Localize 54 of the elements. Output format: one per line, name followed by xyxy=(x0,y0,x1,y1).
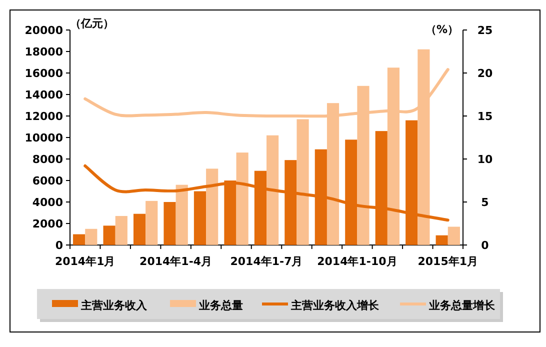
legend-label: 主营业务收入 xyxy=(80,299,148,312)
bar xyxy=(206,168,218,245)
bar xyxy=(164,202,176,245)
bar xyxy=(266,135,279,245)
y-tick-label: 6000 xyxy=(32,174,64,188)
bar xyxy=(326,103,340,245)
x-tick-label: 2014年1-10月 xyxy=(317,255,398,268)
y-tick-label: 16000 xyxy=(24,67,64,80)
bar xyxy=(194,191,206,245)
y2-tick-label: 5 xyxy=(481,196,489,209)
bar xyxy=(345,140,358,245)
y2-tick-label: 15 xyxy=(477,110,493,123)
y-tick-label: 14000 xyxy=(24,88,64,102)
y-tick-label: 10000 xyxy=(24,132,64,144)
bar xyxy=(284,160,297,245)
x-tick-label: 2014年1-7月 xyxy=(230,255,303,268)
bar xyxy=(406,120,418,245)
y2-tick-label: 25 xyxy=(477,24,493,37)
y2-tick-label: 10 xyxy=(477,153,493,166)
y-tick-label: 4000 xyxy=(32,196,64,209)
bar xyxy=(224,180,236,245)
y2-axis-title: （%） xyxy=(425,23,459,36)
bar xyxy=(436,235,448,245)
bar xyxy=(254,170,266,245)
y-tick-label: 0 xyxy=(55,239,64,252)
y-tick-label: 2000 xyxy=(32,218,64,230)
bar xyxy=(146,200,158,245)
bar xyxy=(296,119,309,245)
bar xyxy=(103,226,116,245)
y2-tick-label: 0 xyxy=(481,239,490,252)
bar xyxy=(357,86,370,245)
legend-label: 主营业务收入增长 xyxy=(290,299,380,312)
y-axis-title: （亿元） xyxy=(70,17,114,30)
bar xyxy=(85,228,98,245)
x-tick-label: 2014年1月 xyxy=(54,255,116,268)
bar xyxy=(73,234,86,245)
y2-tick-label: 20 xyxy=(477,67,493,80)
bar xyxy=(115,216,128,245)
bar xyxy=(314,149,327,245)
x-tick-label: 2014年1-4月 xyxy=(140,255,212,268)
bar xyxy=(133,214,146,245)
bar xyxy=(448,226,460,245)
bar xyxy=(418,49,430,245)
legend-label: 业务总量 xyxy=(198,299,243,312)
y-tick-label: 18000 xyxy=(24,46,64,58)
bar xyxy=(375,131,388,245)
legend-label: 业务总量增长 xyxy=(428,299,496,312)
bar xyxy=(387,68,400,245)
bar xyxy=(236,152,248,245)
y-tick-label: 8000 xyxy=(32,153,64,166)
bar xyxy=(176,184,188,245)
y-tick-label: 12000 xyxy=(24,110,64,123)
y-tick-label: 20000 xyxy=(24,24,64,37)
x-tick-label: 2015年1月 xyxy=(418,255,478,268)
